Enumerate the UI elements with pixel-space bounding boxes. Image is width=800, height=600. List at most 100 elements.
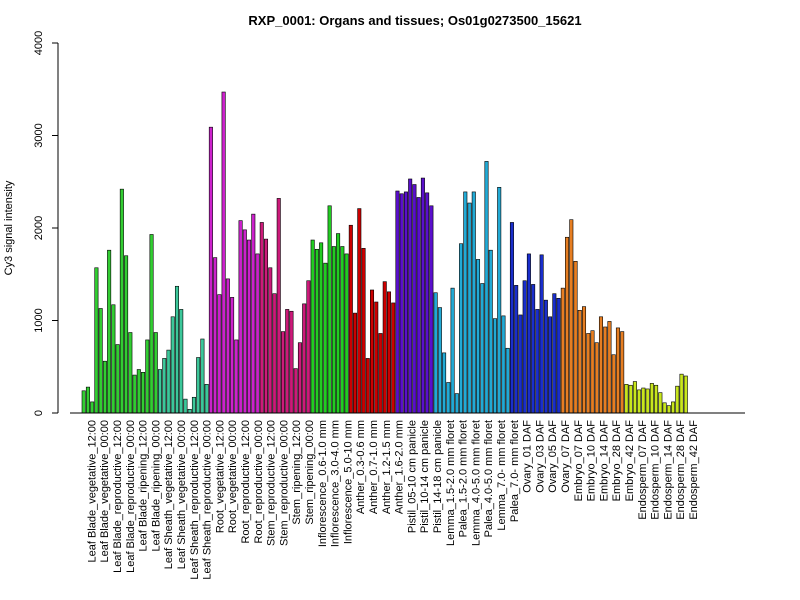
bar (509, 222, 514, 414)
x-tick-label: Pistil_14-18 cm panicle (432, 420, 444, 533)
x-tick-label: Inflorescence_3.0-4.0 mm (330, 420, 342, 547)
x-tick-label: Leaf Blade_reproductive_00:00 (125, 420, 137, 573)
bar (238, 220, 243, 414)
y-axis: 0 1000 2000 3000 4000 (33, 31, 59, 416)
x-tick-label: Anther_1.2-1.5 mm (381, 420, 393, 514)
bar (386, 291, 391, 414)
x-tick-label: Leaf Sheath_reproductive_00:00 (202, 420, 214, 580)
bar (671, 401, 676, 414)
bar (425, 192, 430, 414)
bar (378, 333, 383, 414)
bar (217, 294, 222, 414)
bar (289, 310, 294, 414)
bar (174, 285, 179, 414)
bar (662, 402, 667, 414)
bar (590, 330, 595, 414)
bar (598, 316, 603, 414)
bar (666, 405, 671, 414)
bar (620, 331, 625, 414)
bar (149, 234, 154, 414)
bar (353, 312, 358, 414)
x-tick-label: Embryo_28 DAF (611, 420, 623, 502)
bar (594, 342, 599, 414)
chart-title: RXP_0001: Organs and tissues; Os01g02735… (248, 13, 581, 28)
bar (179, 309, 184, 414)
bar (501, 315, 506, 414)
bar (505, 347, 510, 414)
bar (569, 219, 574, 414)
bar (531, 284, 536, 414)
bar (556, 297, 561, 414)
x-tick-label: Stem_ripening_00:00 (304, 420, 316, 525)
bar (611, 354, 616, 414)
y-tick-label: 1000 (33, 308, 45, 332)
x-tick-label: Leaf Sheath_vegetative_12:00 (163, 420, 175, 569)
bar (480, 283, 485, 414)
x-tick-label: Ovary_03 DAF (534, 420, 546, 493)
bar (573, 260, 578, 414)
x-tick-label: Root_reproductive_12:00 (240, 420, 252, 544)
bar (336, 233, 341, 414)
bar (115, 344, 120, 414)
x-tick-label: Leaf Sheath_vegetative_00:00 (176, 420, 188, 569)
bar (323, 262, 328, 414)
bars (81, 91, 688, 414)
bar (632, 381, 637, 414)
bar (658, 392, 663, 414)
bar (132, 374, 137, 414)
bar (543, 299, 548, 414)
bar (90, 401, 95, 414)
bar (268, 267, 273, 414)
bar (153, 332, 158, 414)
bar (675, 385, 680, 414)
bar (136, 369, 141, 414)
bar (280, 331, 285, 414)
bar (454, 393, 459, 414)
bar (560, 287, 565, 414)
x-tick-label: Leaf Blade_reproductive_12:00 (112, 420, 124, 573)
bar (230, 297, 235, 414)
bar (306, 280, 311, 414)
bar (374, 301, 379, 414)
bar (272, 293, 277, 414)
x-tick-label: Lemma_4.0-5.0 mm floret (470, 420, 482, 546)
x-tick-label: Stem_reproductive_12:00 (266, 420, 278, 546)
bar (641, 387, 646, 414)
x-tick-label: Embryo_14 DAF (598, 420, 610, 502)
bar (577, 310, 582, 414)
bar (565, 236, 570, 414)
bar (408, 178, 413, 414)
bar (234, 339, 239, 414)
bar (251, 213, 256, 414)
bar (145, 339, 150, 414)
bar (615, 327, 620, 414)
bar (124, 255, 129, 414)
bar (399, 193, 404, 414)
bar (348, 224, 353, 414)
bar (433, 292, 438, 414)
bar (679, 373, 684, 414)
bar (442, 352, 447, 414)
bar (552, 293, 557, 414)
bar (302, 303, 307, 414)
bar (200, 338, 205, 414)
y-tick-label: 4000 (33, 31, 45, 55)
bar (522, 280, 527, 414)
x-tick-label: Anther_0.7-1.0 mm (368, 420, 380, 514)
x-tick-labels: Leaf Blade_vegetative_12:00 Leaf Blade_ve… (86, 420, 700, 580)
x-tick-label: Pistil_10-14 cm panicle (419, 420, 431, 533)
y-tick-label: 3000 (33, 123, 45, 147)
bar (225, 278, 230, 414)
bar (314, 248, 319, 414)
x-tick-label: Embryo_07 DAF (573, 420, 585, 502)
bar (535, 309, 540, 414)
bar (119, 188, 124, 414)
x-tick-label: Leaf Blade_vegetative_00:00 (99, 420, 111, 563)
x-tick-label: Anther_1.6-2.0 mm (394, 420, 406, 514)
x-tick-label: Leaf Blade_vegetative_12:00 (86, 420, 98, 563)
bar (683, 375, 688, 414)
y-tick-label: 0 (33, 410, 45, 416)
bar (183, 398, 188, 414)
x-tick-label: Stem_reproductive_00:00 (278, 420, 290, 546)
